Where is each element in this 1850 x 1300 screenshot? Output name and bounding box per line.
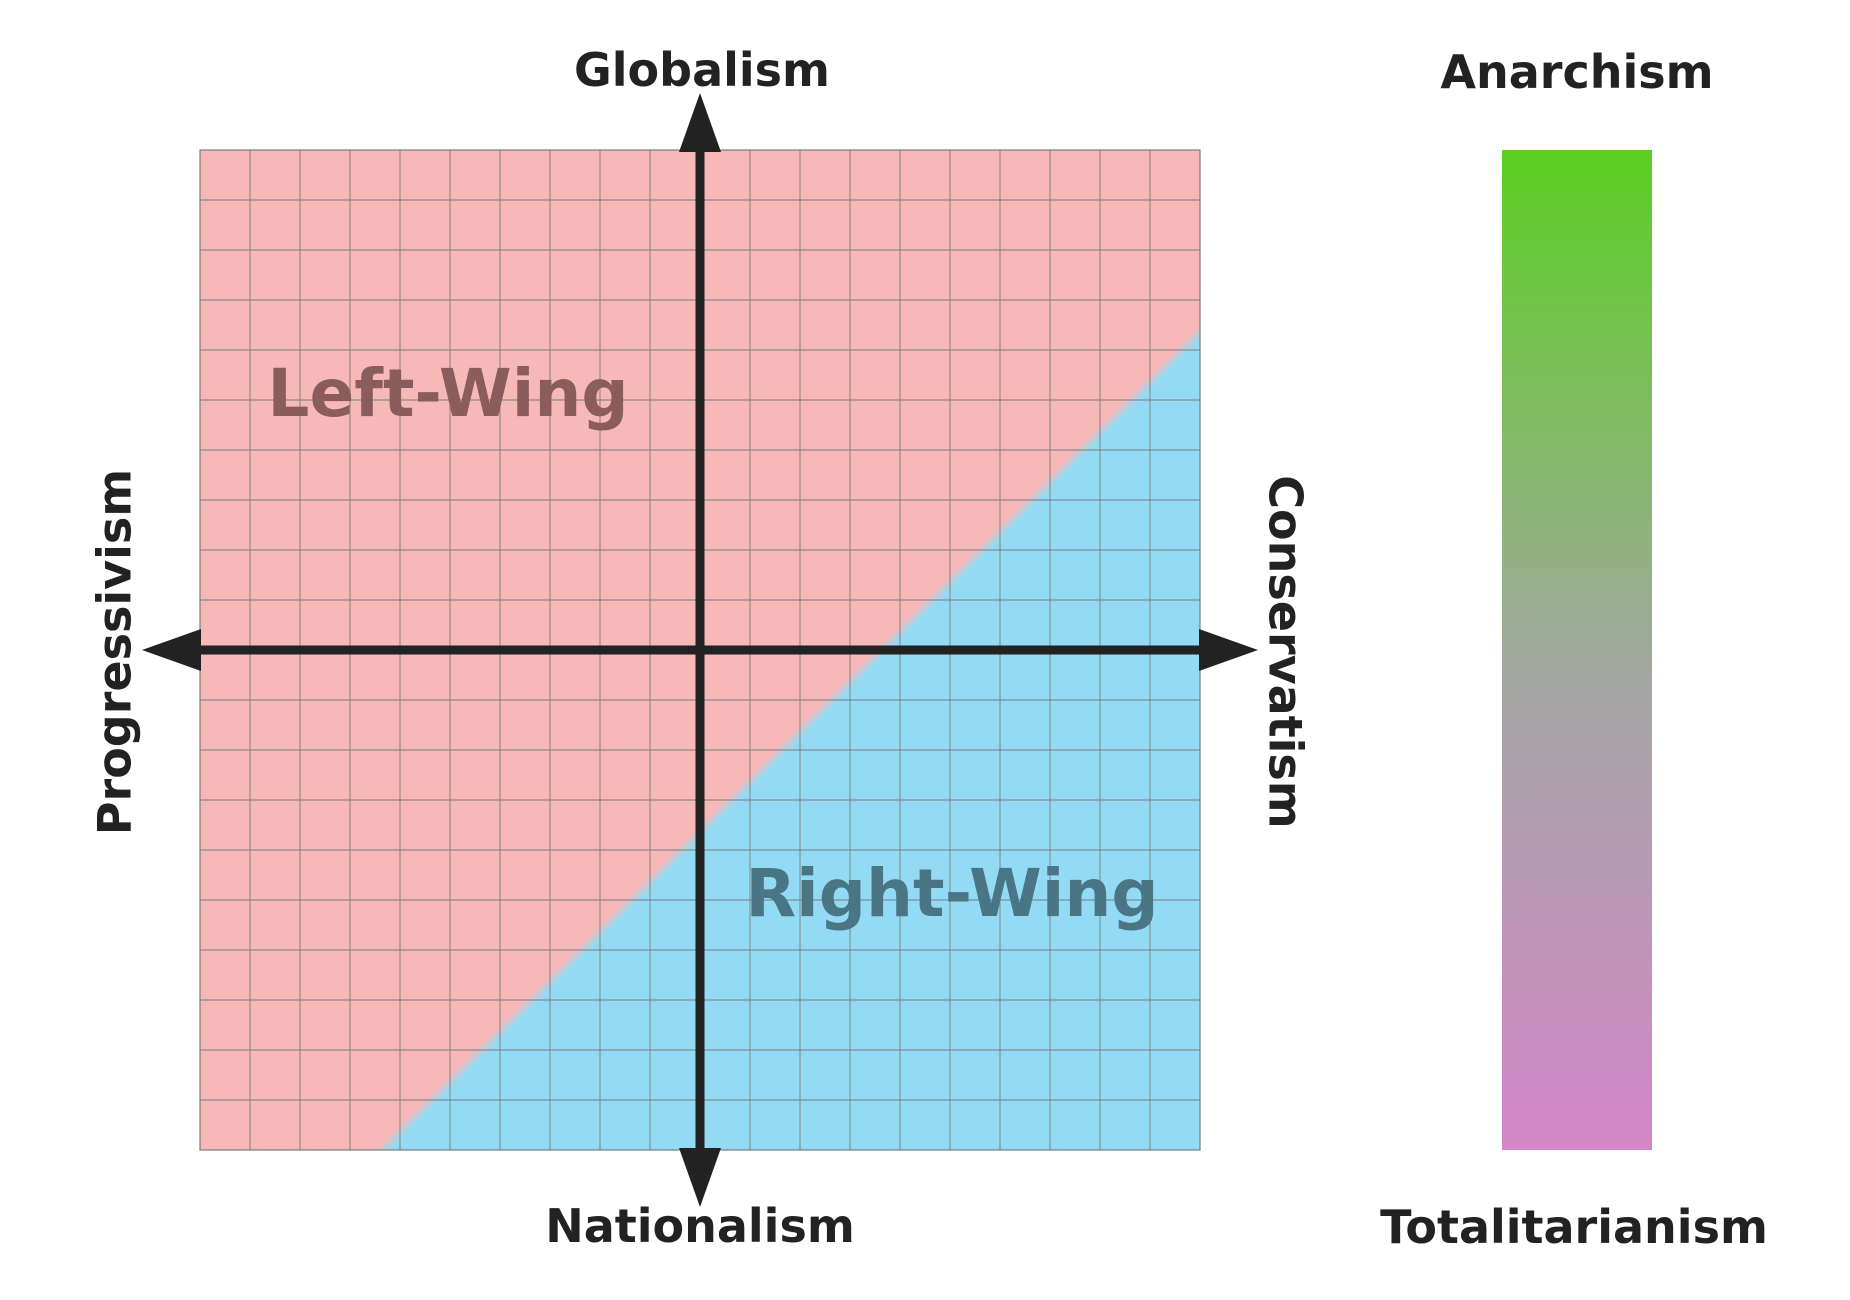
anarchism-totalitarianism-scale-bar	[1502, 150, 1652, 1150]
axis-label-left: Progressivism	[88, 469, 142, 835]
axis-label-bottom: Nationalism	[545, 1199, 855, 1253]
arrow-up-icon	[679, 93, 721, 152]
scale-label-top: Anarchism	[1440, 45, 1713, 99]
arrow-down-icon	[679, 1148, 721, 1207]
region-label-left-wing: Left-Wing	[267, 355, 628, 432]
compass-axes	[142, 93, 1258, 1207]
scale-label-bottom: Totalitarianism	[1380, 1200, 1768, 1254]
region-label-right-wing: Right-Wing	[745, 855, 1158, 932]
arrow-right-icon	[1199, 629, 1258, 671]
axis-label-top: Globalism	[574, 43, 830, 97]
axis-label-right: Conservatism	[1259, 475, 1313, 828]
arrow-left-icon	[142, 629, 201, 671]
